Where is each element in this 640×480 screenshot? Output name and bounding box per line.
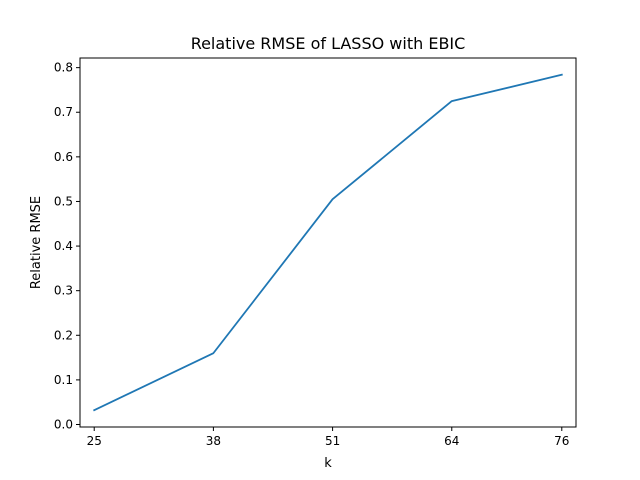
x-tick-label: 51 xyxy=(325,434,340,448)
chart-title: Relative RMSE of LASSO with EBIC xyxy=(191,34,466,53)
x-axis-label: k xyxy=(324,456,332,471)
plot-frame xyxy=(79,57,577,428)
y-tick-label: 0.3 xyxy=(54,284,73,298)
y-axis-label: Relative RMSE xyxy=(29,196,44,289)
x-axis-ticks: 25 38 51 64 76 xyxy=(87,427,569,448)
y-tick-label: 0.7 xyxy=(54,105,73,119)
y-tick-label: 0.4 xyxy=(54,239,73,253)
y-tick-label: 0.8 xyxy=(54,61,73,75)
x-tick-label: 25 xyxy=(87,434,102,448)
x-tick-label: 76 xyxy=(554,434,569,448)
y-tick-label: 0.2 xyxy=(54,328,73,342)
y-tick-label: 0.6 xyxy=(54,150,73,164)
y-axis-ticks: 0.0 0.1 0.2 0.3 0.4 0.5 0.6 0.7 0.8 xyxy=(54,61,80,432)
y-tick-label: 0.1 xyxy=(54,373,73,387)
x-tick-label: 38 xyxy=(206,434,221,448)
series-line xyxy=(93,73,563,412)
y-tick-label: 0.5 xyxy=(54,194,73,208)
x-tick-label: 64 xyxy=(444,434,459,448)
plot-lines xyxy=(93,73,563,412)
y-tick-label: 0.0 xyxy=(54,418,73,432)
